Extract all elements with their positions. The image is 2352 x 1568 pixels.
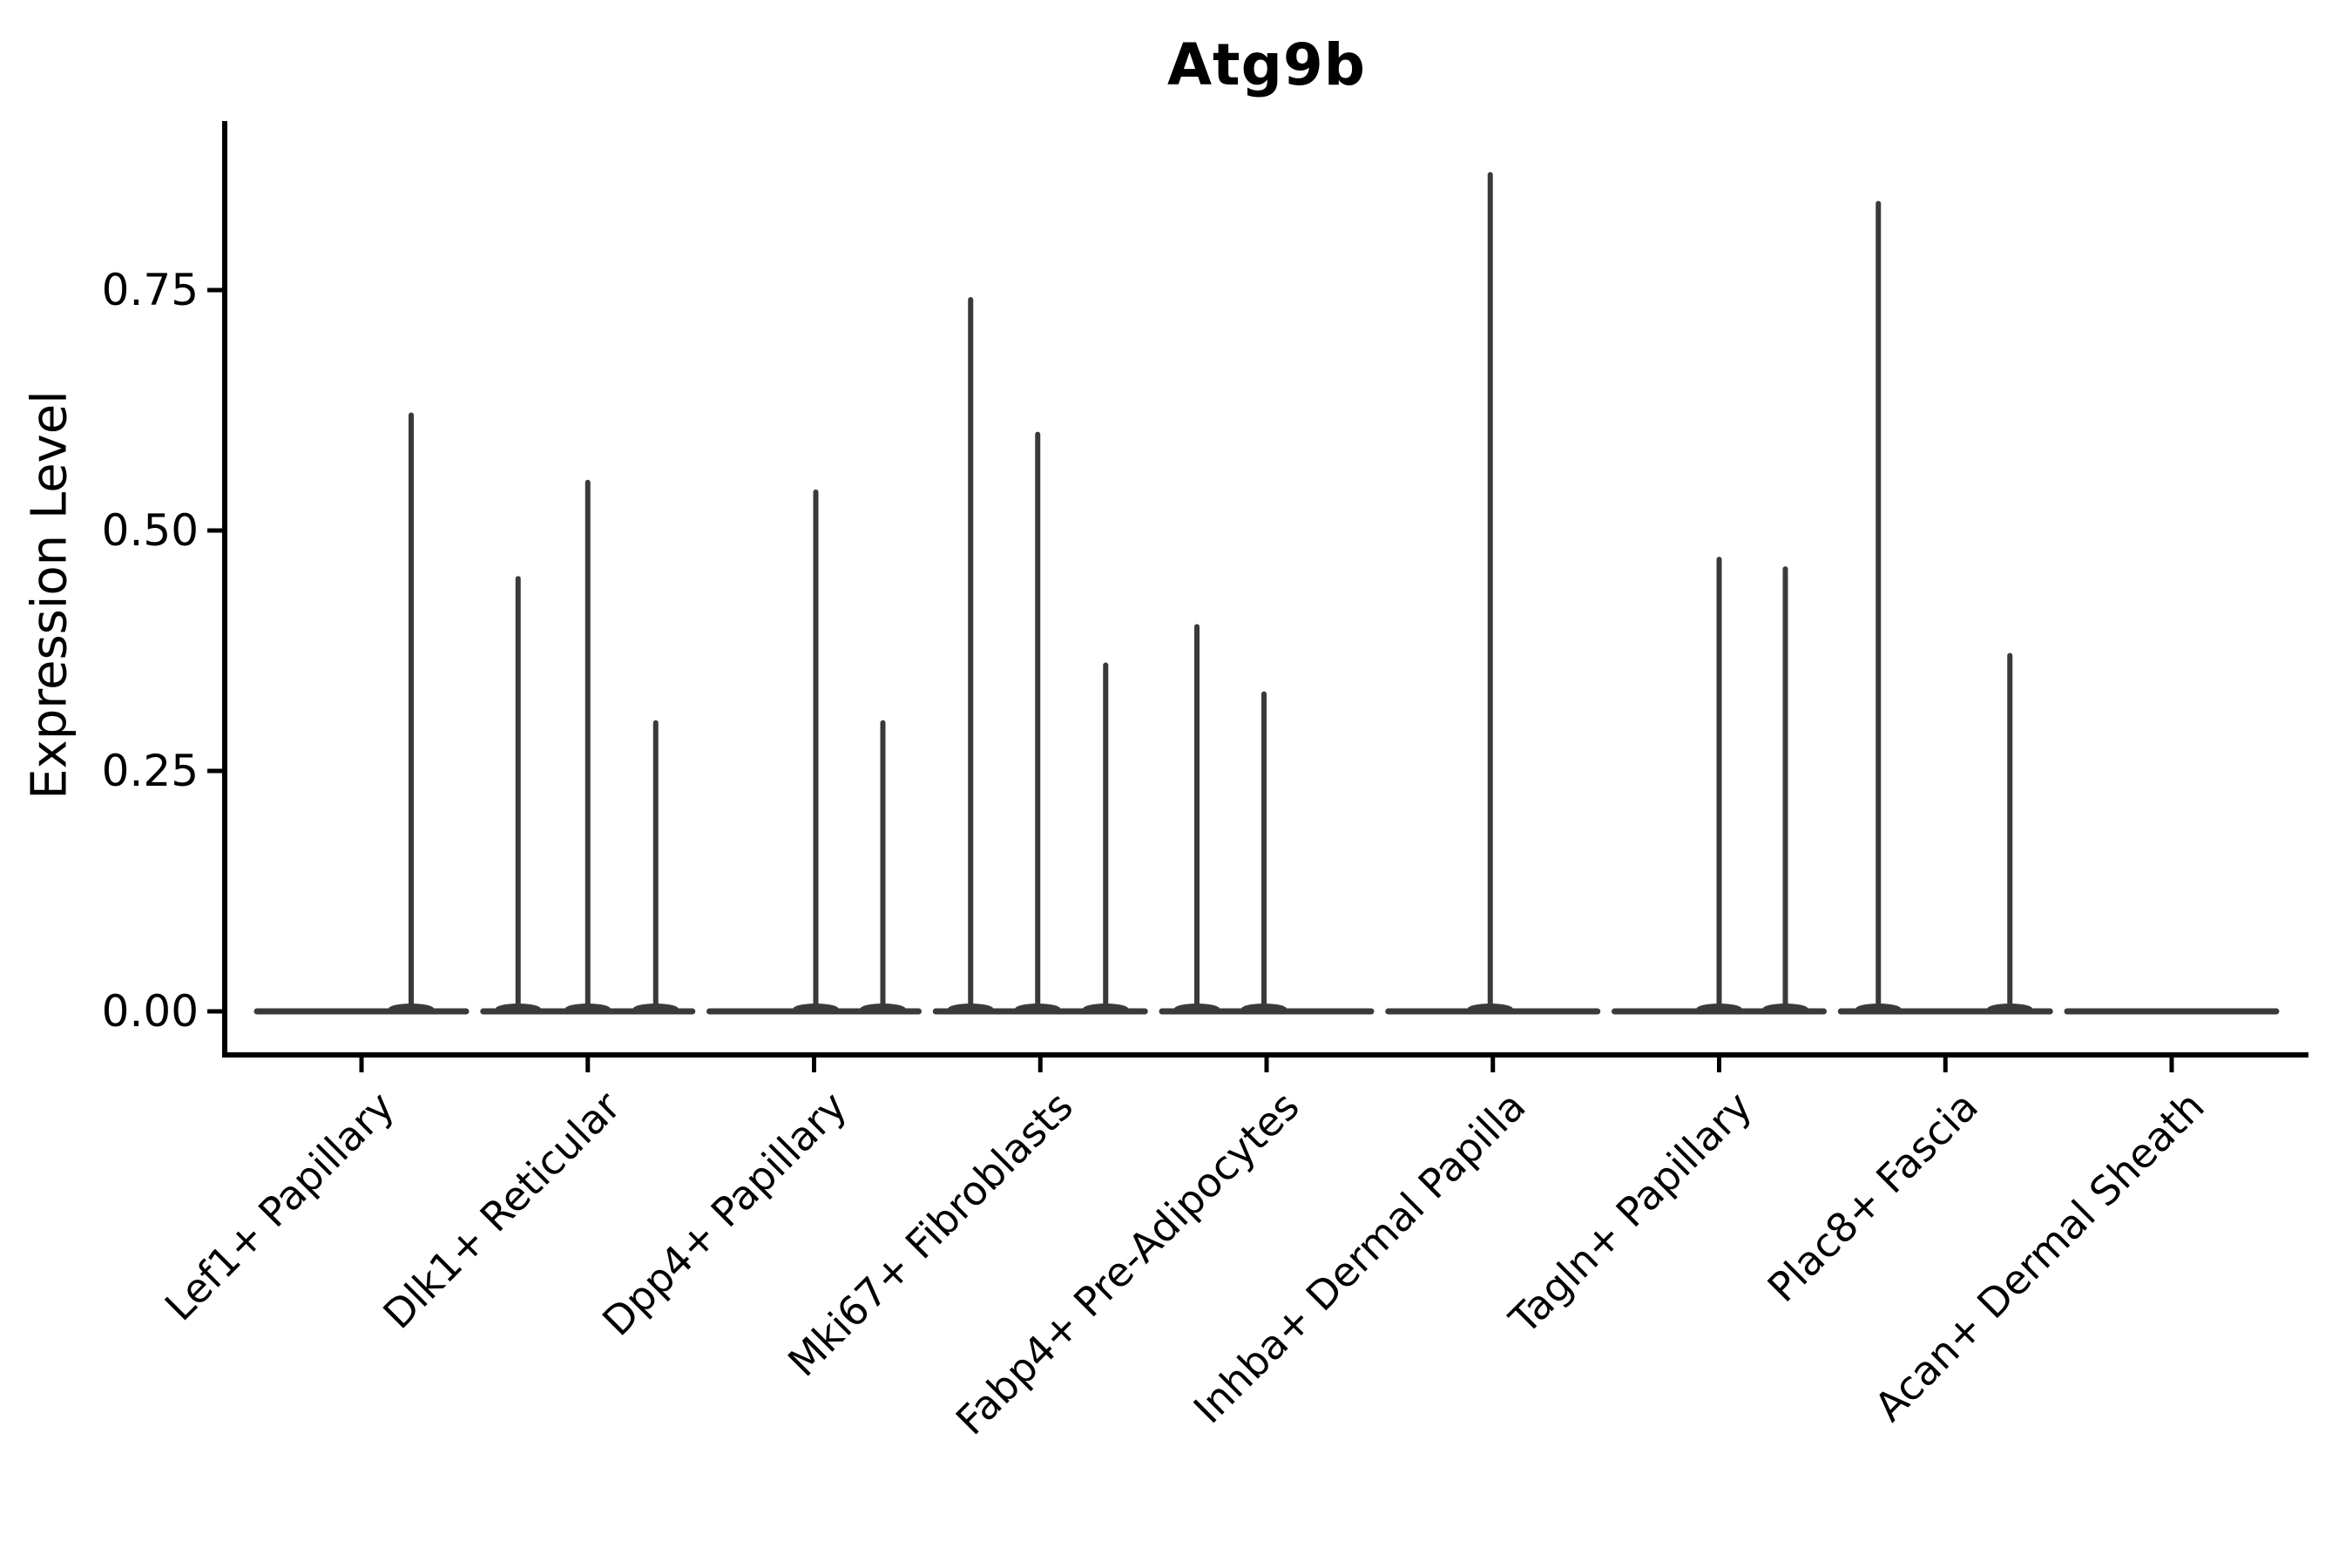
x-tick-label: Lef1+ Papillary bbox=[156, 1083, 403, 1330]
x-tick-label: Dlk1+ Reticular bbox=[374, 1083, 629, 1338]
y-tick-label: 0.50 bbox=[102, 505, 199, 556]
y-tick-label: 0.00 bbox=[102, 986, 199, 1037]
y-tick-label: 0.25 bbox=[102, 746, 199, 796]
x-tick-label: Plac8+ Fascia bbox=[1759, 1083, 1987, 1311]
y-tick-label: 0.75 bbox=[102, 265, 199, 315]
x-tick-label: Tagln+ Papillary bbox=[1500, 1083, 1761, 1344]
x-tick-label: Dpp4+ Papillary bbox=[593, 1083, 855, 1345]
chart-title: Atg9b bbox=[1166, 31, 1367, 98]
